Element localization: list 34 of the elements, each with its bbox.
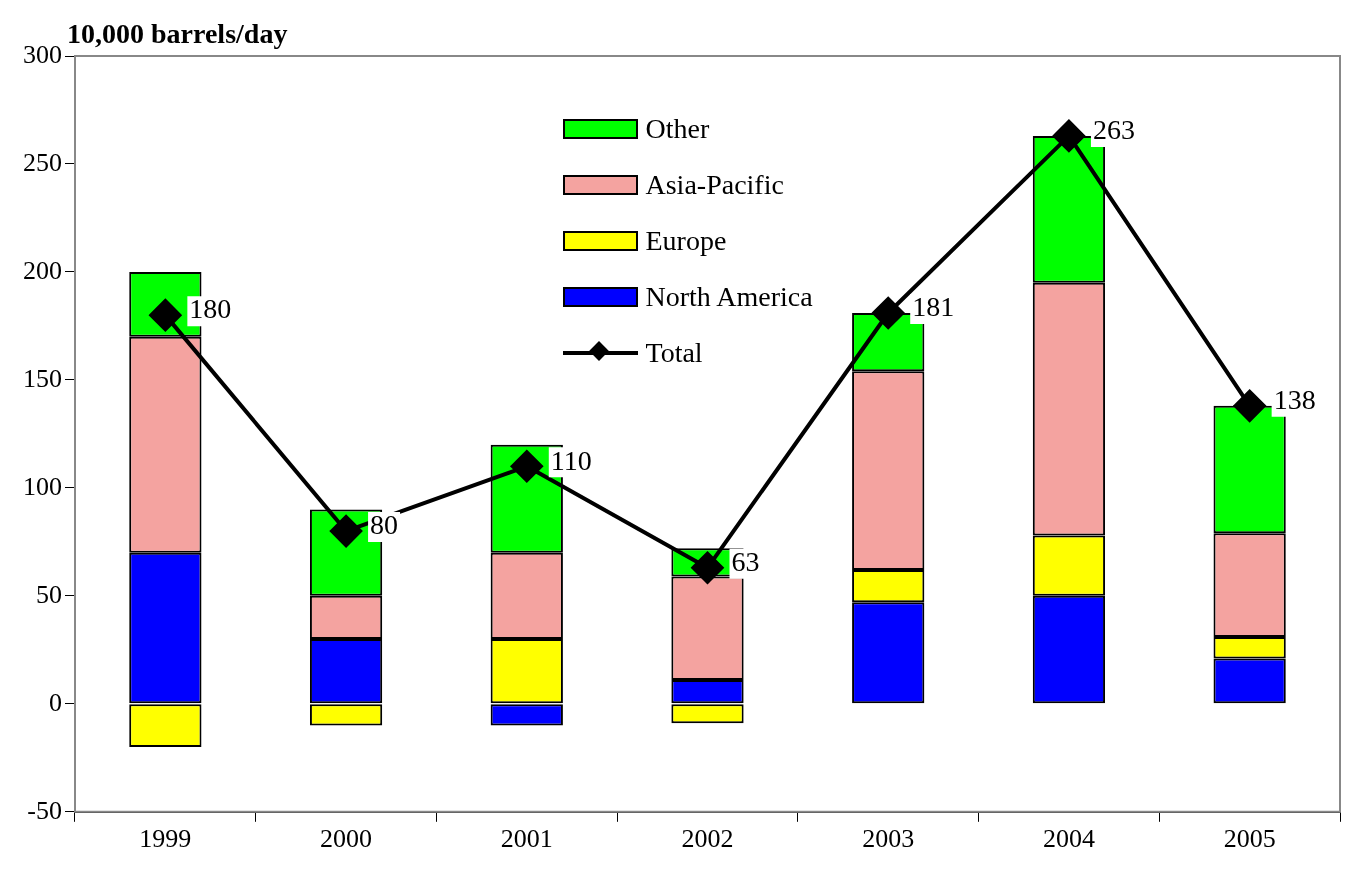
y-tick-label: 0 xyxy=(49,687,62,717)
point xyxy=(1233,389,1266,422)
legend-label: Europe xyxy=(645,225,727,257)
x-tick-label: 2004 xyxy=(1042,824,1095,854)
point xyxy=(1052,119,1085,152)
y-tick-label: 250 xyxy=(23,147,62,177)
x-tick-label: 2000 xyxy=(320,824,373,854)
y-tick-label: 50 xyxy=(36,579,62,609)
point xyxy=(872,296,905,329)
point xyxy=(510,450,543,483)
point xyxy=(691,551,724,584)
x-tick-label: 2001 xyxy=(500,824,553,854)
x-tick-label: 2003 xyxy=(862,824,915,854)
y-tick-label: 150 xyxy=(23,363,62,393)
x-tick-label: 2005 xyxy=(1223,824,1276,854)
data-label: 63 xyxy=(731,546,760,578)
data-label: 110 xyxy=(550,444,592,476)
data-label: 138 xyxy=(1273,384,1316,416)
x-tick-label: 2002 xyxy=(681,824,734,854)
legend-label: Other xyxy=(645,113,710,145)
legend-label: Total xyxy=(645,337,703,369)
legend-label: Asia-Pacific xyxy=(645,169,784,201)
point xyxy=(330,515,363,548)
legend-label: North America xyxy=(645,281,813,313)
y-tick-label: 100 xyxy=(23,471,62,501)
x-tick-label: 1999 xyxy=(139,824,192,854)
y-axis-title: 10,000 barrels/day xyxy=(67,18,288,50)
y-tick-label: 300 xyxy=(23,39,62,69)
y-tick-label: -50 xyxy=(27,795,62,825)
data-label: 263 xyxy=(1092,114,1135,146)
data-label: 180 xyxy=(189,293,232,325)
data-label: 181 xyxy=(912,291,955,323)
y-tick-label: 200 xyxy=(23,255,62,285)
data-label: 80 xyxy=(370,509,399,541)
